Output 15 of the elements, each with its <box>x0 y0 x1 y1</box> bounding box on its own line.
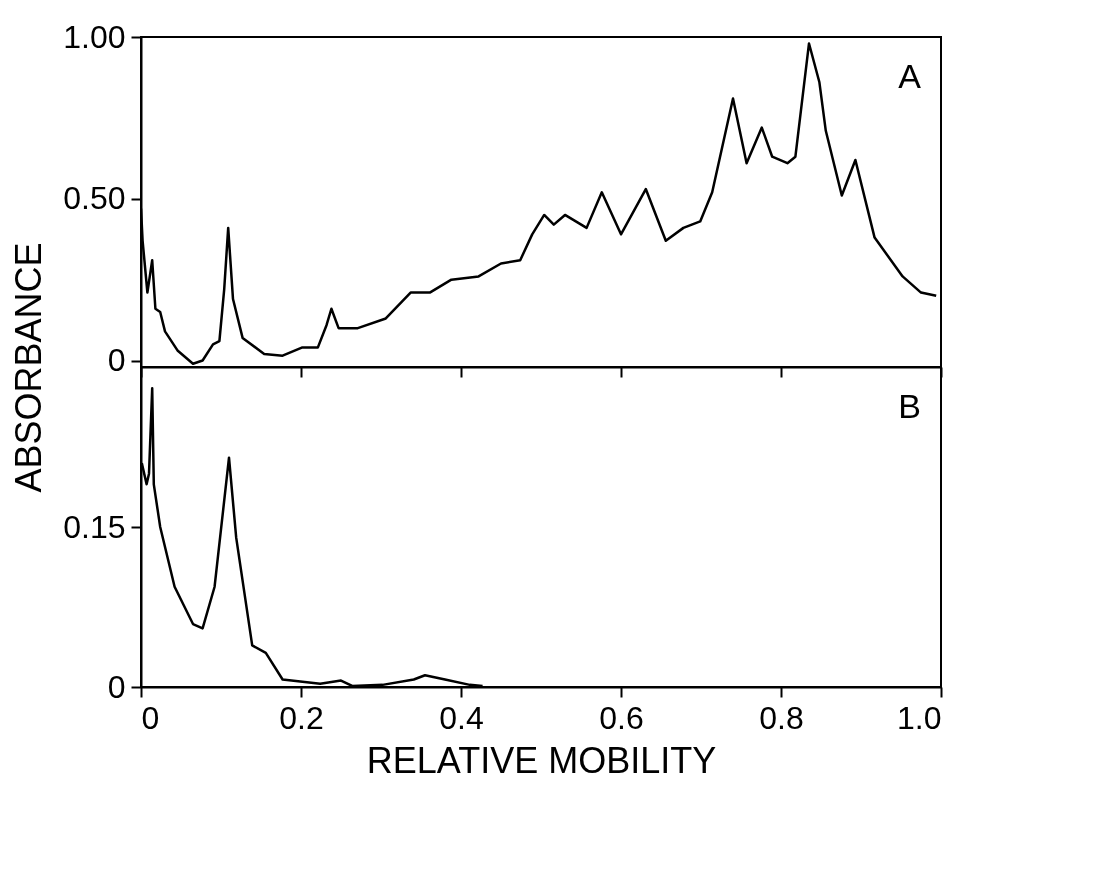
x-tick-label: 0 <box>141 699 160 736</box>
y-tick-label: 0.15 <box>63 508 126 545</box>
y-tick-label: 0.50 <box>63 180 126 217</box>
y-tick-label: 0 <box>107 668 126 705</box>
annotation: B <box>898 387 921 425</box>
x-axis-title: RELATIVE MOBILITY <box>366 739 717 781</box>
x-tick-label: 0.2 <box>279 699 324 736</box>
annotation: A <box>898 57 922 95</box>
y-axis-title: ABSORBANCE <box>8 242 50 493</box>
x-tick-label: 1.0 <box>897 699 942 736</box>
y-tick-label: 1.00 <box>63 18 126 55</box>
x-tick-label: 0.4 <box>439 699 484 736</box>
y-tick-label: 0 <box>107 342 126 379</box>
x-tick-label: 0.6 <box>599 699 644 736</box>
x-tick-label: 0.8 <box>759 699 804 736</box>
